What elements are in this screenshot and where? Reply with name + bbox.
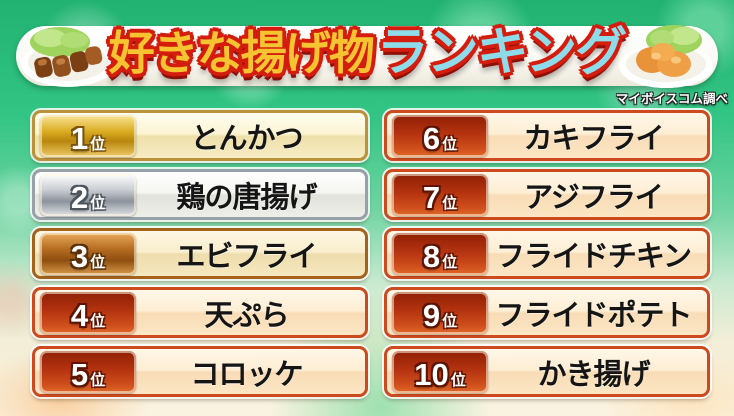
rank-suffix: 位 (90, 313, 106, 330)
item-label: アジフライ (524, 181, 664, 214)
ranking-row-9: 9 位 フライドポテト (384, 287, 710, 338)
rank-badge-8: 8 位 (392, 232, 488, 275)
rank-suffix: 位 (90, 372, 106, 389)
rank-badge-2: 2 位 (40, 173, 136, 216)
ranking-column-right: 6 位 カキフライ 7 位 アジフライ 8 位 フライドチキン (384, 110, 710, 397)
rank-number: 9 (422, 298, 441, 334)
rank-suffix: 位 (442, 254, 458, 271)
rank-badge-7: 7 位 (392, 173, 488, 216)
ranking-row-6: 6 位 カキフライ (384, 110, 710, 161)
rank-number: 6 (422, 121, 441, 157)
rank-number: 4 (70, 298, 89, 334)
rank-badge-10: 10 位 (392, 350, 488, 393)
page-title: 好きな揚げ物 ランキング (78, 8, 656, 98)
item-label: 鶏の唐揚げ (176, 181, 317, 214)
item-label: フライドポテト (495, 299, 692, 332)
rank-suffix: 位 (442, 195, 458, 212)
rank-suffix: 位 (442, 136, 458, 153)
rank-number: 7 (422, 180, 441, 216)
rank-badge-9: 9 位 (392, 291, 488, 334)
title-main-text: 好きな揚げ物 (108, 27, 375, 79)
item-label: 天ぷら (204, 299, 289, 332)
ranking-row-1: 1 位 とんかつ (32, 110, 368, 161)
rank-number: 2 (70, 180, 89, 216)
ranking-row-5: 5 位 コロッケ (32, 346, 368, 397)
rank-suffix: 位 (450, 372, 466, 389)
rank-badge-1: 1 位 (40, 114, 136, 157)
karaage-plate-icon (619, 25, 713, 88)
rank-suffix: 位 (442, 313, 458, 330)
rank-suffix: 位 (90, 136, 106, 153)
ranking-row-3: 3 位 エビフライ (32, 228, 368, 279)
item-label: とんかつ (190, 122, 303, 155)
item-label: カキフライ (523, 122, 664, 155)
ranking-row-7: 7 位 アジフライ (384, 169, 710, 220)
title-accent-text: ランキング (376, 24, 627, 82)
rank-badge-3: 3 位 (40, 232, 136, 275)
ranking-row-2: 2 位 鶏の唐揚げ (32, 169, 368, 220)
ranking-grid: 1 位 とんかつ 2 位 鶏の唐揚げ 3 位 エビフライ (32, 110, 710, 397)
ranking-row-4: 4 位 天ぷら (32, 287, 368, 338)
item-label: コロッケ (190, 358, 303, 391)
rank-suffix: 位 (90, 254, 106, 271)
rank-number: 10 (414, 357, 449, 393)
rank-number: 5 (70, 357, 89, 393)
rank-number: 8 (422, 239, 441, 275)
ranking-column-left: 1 位 とんかつ 2 位 鶏の唐揚げ 3 位 エビフライ (32, 110, 368, 397)
item-label: かき揚げ (537, 358, 650, 391)
rank-badge-4: 4 位 (40, 291, 136, 334)
banner-pill (16, 26, 718, 86)
rank-number: 1 (70, 121, 89, 157)
rank-suffix: 位 (90, 195, 106, 212)
ranking-row-10: 10 位 かき揚げ (384, 346, 710, 397)
rank-badge-6: 6 位 (392, 114, 488, 157)
item-label: フライドチキン (495, 240, 692, 273)
rank-badge-5: 5 位 (40, 350, 136, 393)
tonkatsu-plate-icon (21, 27, 115, 87)
title-banner: 好きな揚げ物 ランキング (16, 8, 718, 98)
ranking-row-8: 8 位 フライドチキン (384, 228, 710, 279)
rank-number: 3 (70, 239, 89, 275)
item-label: エビフライ (176, 240, 317, 273)
survey-credit: マイボイスコム調べ (615, 92, 728, 106)
